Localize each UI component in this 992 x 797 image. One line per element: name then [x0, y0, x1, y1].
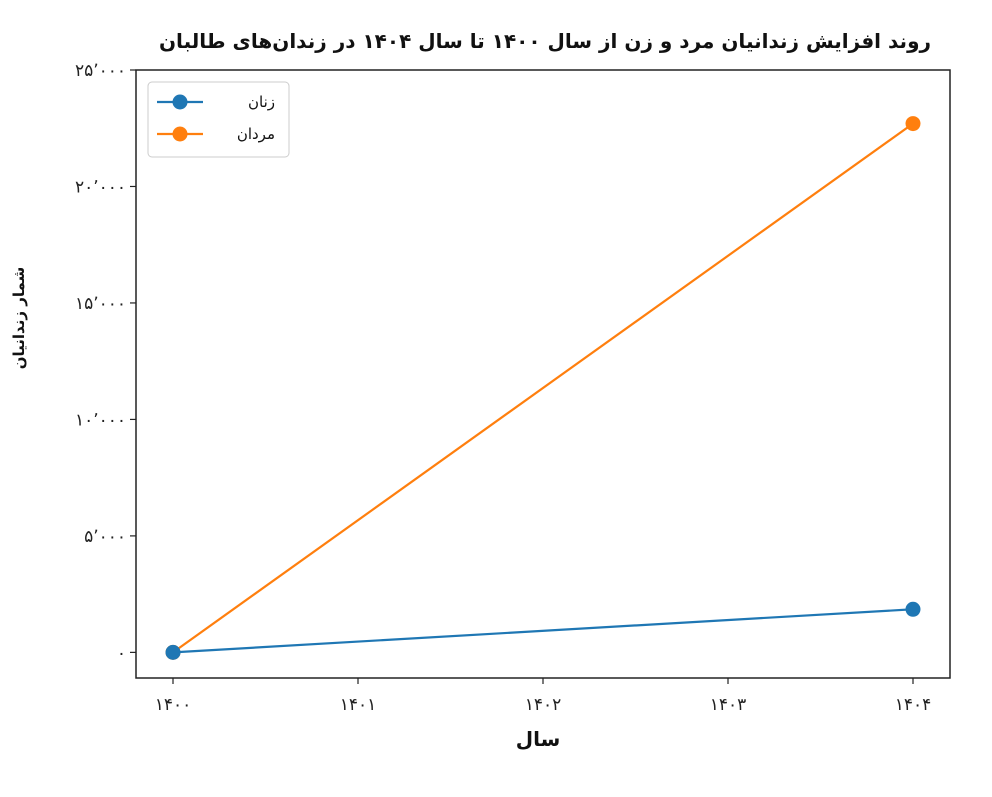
y-tick-label: ۰ [117, 643, 126, 663]
y-tick-label: ۲۰٬۰۰۰ [75, 177, 126, 197]
legend-label: زنان [248, 93, 275, 111]
legend-marker [172, 126, 188, 142]
chart-title: روند افزایش زندانیان مرد و زن از سال ۱۴۰… [159, 29, 931, 53]
legend: زنان مردان [147, 81, 290, 158]
data-point [165, 644, 181, 660]
y-tick-label: ۱۵٬۰۰۰ [75, 294, 126, 314]
series-line [172, 122, 914, 654]
x-tick-label: ۱۴۰۱ [340, 695, 377, 715]
y-axis-label: شمار زندانیان [10, 267, 28, 370]
legend-label: مردان [237, 125, 275, 143]
y-tick-label: ۵٬۰۰۰ [84, 527, 126, 547]
plot-area-frame [135, 69, 951, 679]
y-axis: ۰ ۵٬۰۰۰ ۱۰٬۰۰۰ ۱۵٬۰۰۰ ۲۰٬۰۰۰ ۲۵٬۰۰۰ [75, 61, 136, 663]
x-tick-label: ۱۴۰۳ [710, 695, 747, 715]
y-tick-label: ۲۵٬۰۰۰ [75, 61, 126, 81]
data-point [905, 601, 921, 617]
data-point [905, 116, 921, 132]
x-tick-label: ۱۴۰۴ [895, 695, 932, 715]
x-tick-label: ۱۴۰۲ [525, 695, 562, 715]
series-layer [165, 116, 921, 660]
x-tick-label: ۱۴۰۰ [155, 695, 192, 715]
x-axis-label: سال [516, 727, 561, 751]
legend-marker [172, 94, 188, 110]
x-axis: ۱۴۰۰ ۱۴۰۱ ۱۴۰۲ ۱۴۰۳ ۱۴۰۴ [155, 678, 932, 715]
y-tick-label: ۱۰٬۰۰۰ [75, 410, 126, 430]
series-line [172, 608, 914, 654]
